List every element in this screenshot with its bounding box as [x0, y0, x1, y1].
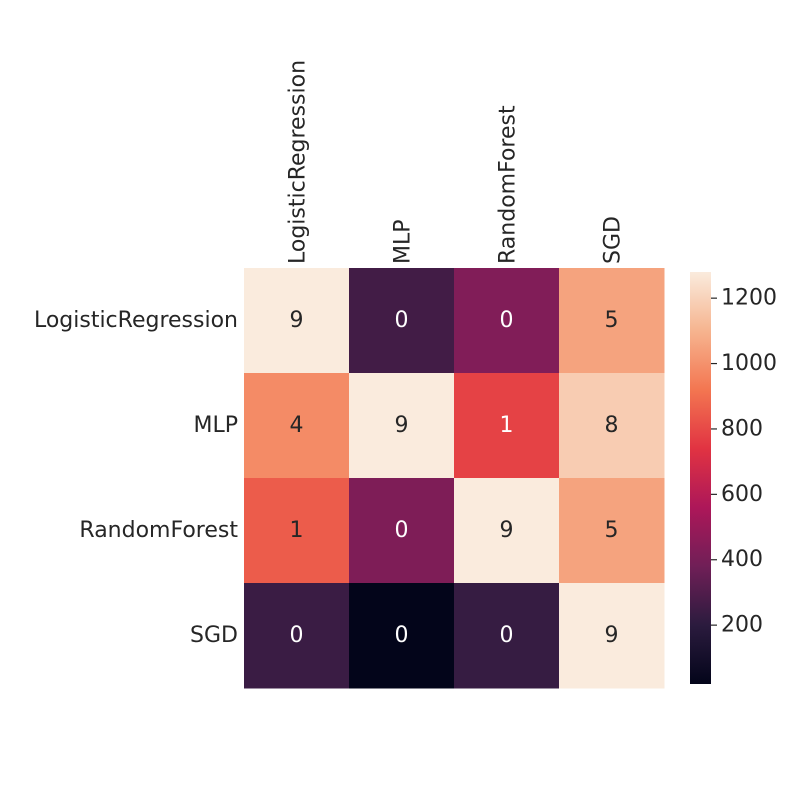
heatmap-cell	[454, 268, 560, 374]
heatmap-cell	[349, 478, 455, 584]
cell-annotation: 9	[290, 308, 304, 333]
x-tick-label: MLP	[391, 219, 416, 264]
y-tick-label: MLP	[193, 413, 238, 438]
x-tick-label: LogisticRegression	[286, 60, 311, 264]
heatmap-cell	[244, 268, 350, 374]
x-tick-label: SGD	[601, 216, 626, 264]
y-tick-label: RandomForest	[79, 518, 238, 543]
cell-annotation: 0	[395, 518, 409, 543]
y-tick-label: LogisticRegression	[34, 308, 238, 333]
cell-annotation: 8	[605, 413, 619, 438]
y-axis-ticks: LogisticRegression MLP RandomForest SGD	[34, 308, 238, 648]
cell-annotation: 9	[605, 623, 619, 648]
heatmap-cell	[244, 373, 350, 479]
cell-annotation: 1	[500, 413, 514, 438]
cell-annotation: 0	[290, 623, 304, 648]
cell-annotation: 4	[290, 413, 304, 438]
heatmap-cell	[454, 478, 560, 584]
cell-annotation: 0	[395, 623, 409, 648]
heatmap-cell	[559, 373, 665, 479]
cell-annotation: 5	[605, 308, 619, 333]
heatmap-cell	[559, 268, 665, 374]
colorbar-tick-label: 1200	[721, 286, 777, 311]
cell-annotation: 1	[290, 518, 304, 543]
heatmap-cell	[454, 373, 560, 479]
heatmap-cell	[349, 268, 455, 374]
heatmap-cell	[349, 373, 455, 479]
cell-annotation: 0	[500, 623, 514, 648]
cell-annotation: 0	[395, 308, 409, 333]
heatmap-cell	[244, 478, 350, 584]
cell-annotation: 9	[500, 518, 514, 543]
colorbar-tick-label: 400	[721, 547, 763, 572]
colorbar-gradient	[690, 272, 711, 684]
colorbar-tick-label: 600	[721, 482, 763, 507]
cell-annotation: 5	[605, 518, 619, 543]
heatmap-cell	[559, 478, 665, 584]
x-tick-label: RandomForest	[496, 105, 521, 264]
cell-annotation: 9	[395, 413, 409, 438]
heatmap-cell	[559, 583, 665, 689]
colorbar-tick-label: 200	[721, 613, 763, 638]
cell-annotation: 0	[500, 308, 514, 333]
colorbar-tick-label: 1000	[721, 351, 777, 376]
colorbar-tick-label: 800	[721, 416, 763, 441]
heatmap-cells: 9 0 0 5 4 9 1 8 1 0 9 5 0 0 0 9	[244, 268, 665, 689]
heatmap-cell	[454, 583, 560, 689]
heatmap-cell	[244, 583, 350, 689]
y-tick-label: SGD	[190, 623, 238, 648]
x-axis-ticks: LogisticRegression MLP RandomForest SGD	[286, 60, 626, 264]
heatmap-cell	[349, 583, 455, 689]
colorbar: 200 400 600 800 1000 1200	[690, 272, 777, 684]
